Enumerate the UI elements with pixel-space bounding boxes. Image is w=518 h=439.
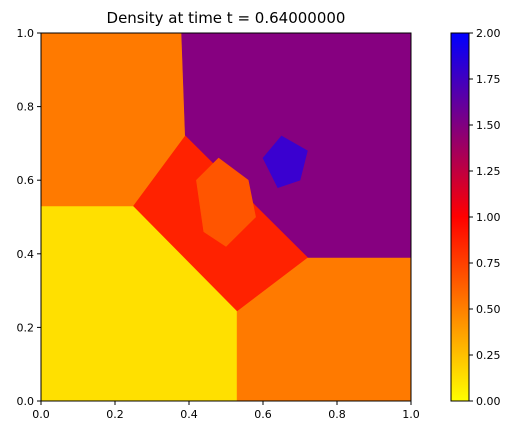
x-tick-label: 0.2 xyxy=(106,408,124,421)
colorbar-gradient xyxy=(450,32,470,402)
heatmap-region-6 xyxy=(262,135,308,188)
x-tick-label: 0.8 xyxy=(328,408,346,421)
heatmap-region-5 xyxy=(196,157,256,247)
x-tick-label: 0.0 xyxy=(32,408,50,421)
chart-title: Density at time t = 0.64000000 xyxy=(107,9,346,27)
colorbar-tick-label: 2.00 xyxy=(476,27,501,40)
plot-area xyxy=(40,32,412,402)
colorbar-tick-label: 1.25 xyxy=(476,165,501,178)
y-tick-label: 0.4 xyxy=(17,248,35,261)
plot-frame xyxy=(40,32,412,402)
y-tick-label: 0.6 xyxy=(17,174,35,187)
y-tick-label: 0.2 xyxy=(17,321,35,334)
x-tick-label: 0.6 xyxy=(254,408,272,421)
x-tick-label: 0.4 xyxy=(180,408,198,421)
y-axis: 0.0 0.2 0.4 0.6 0.8 1.0 xyxy=(17,27,41,408)
y-tick-label: 0.8 xyxy=(17,101,35,114)
colorbar-tick-label: 0.00 xyxy=(476,395,501,408)
colorbar-tick-label: 0.50 xyxy=(476,303,501,316)
x-axis: 0.0 0.2 0.4 0.6 0.8 1.0 xyxy=(32,401,420,421)
colorbar-tick-label: 1.50 xyxy=(476,119,501,132)
x-tick-label: 1.0 xyxy=(402,408,420,421)
y-tick-label: 0.0 xyxy=(17,395,35,408)
colorbar-tick-label: 1.75 xyxy=(476,73,501,86)
colorbar-tick-label: 1.00 xyxy=(476,211,501,224)
colorbar-tick-label: 0.25 xyxy=(476,349,501,362)
colorbar: 0.00 0.25 0.50 0.75 1.00 1.25 1.50 1.75 2.00 xyxy=(450,27,501,408)
y-tick-label: 1.0 xyxy=(17,27,35,40)
colorbar-tick-label: 0.75 xyxy=(476,257,501,270)
